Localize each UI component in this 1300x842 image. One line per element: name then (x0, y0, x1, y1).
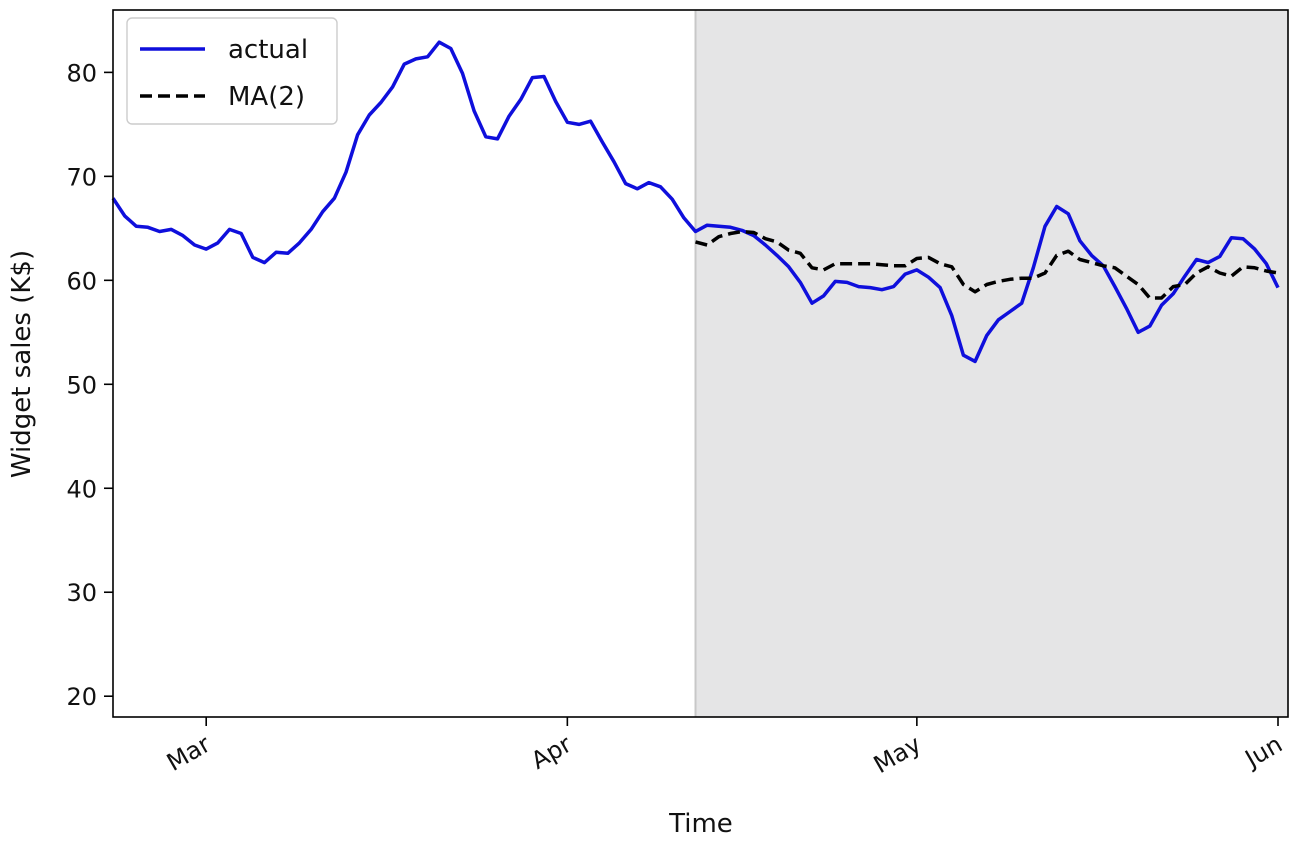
y-tick-label: 20 (66, 683, 97, 711)
x-axis: Mar Apr May Jun (162, 717, 1287, 779)
x-tick-label: Jun (1239, 730, 1287, 774)
shaded-region (695, 10, 1288, 717)
shaded-region-layer (694, 10, 1288, 717)
x-axis-label: Time (668, 809, 733, 839)
series-line-ma2 (695, 229, 1279, 300)
y-tick-label: 70 (66, 163, 97, 191)
y-tick-label: 40 (66, 475, 97, 503)
x-tick-label: Mar (162, 730, 215, 777)
legend-label-actual: actual (228, 35, 308, 65)
y-tick-label: 30 (66, 579, 97, 607)
series-line-actual (111, 40, 1280, 364)
x-tick-label: Apr (526, 730, 576, 775)
series-layer (111, 40, 1280, 364)
y-tick-label: 60 (66, 267, 97, 295)
legend: actual MA(2) (126, 17, 338, 125)
y-tick-label: 50 (66, 371, 97, 399)
legend-label-ma2: MA(2) (228, 82, 305, 112)
x-tick-label: May (869, 730, 926, 779)
plot-frame (112, 9, 1289, 718)
y-axis: 20 30 40 50 60 70 80 (66, 59, 113, 711)
y-axis-label: Widget sales (K$) (7, 250, 37, 478)
y-tick-label: 80 (66, 59, 97, 87)
